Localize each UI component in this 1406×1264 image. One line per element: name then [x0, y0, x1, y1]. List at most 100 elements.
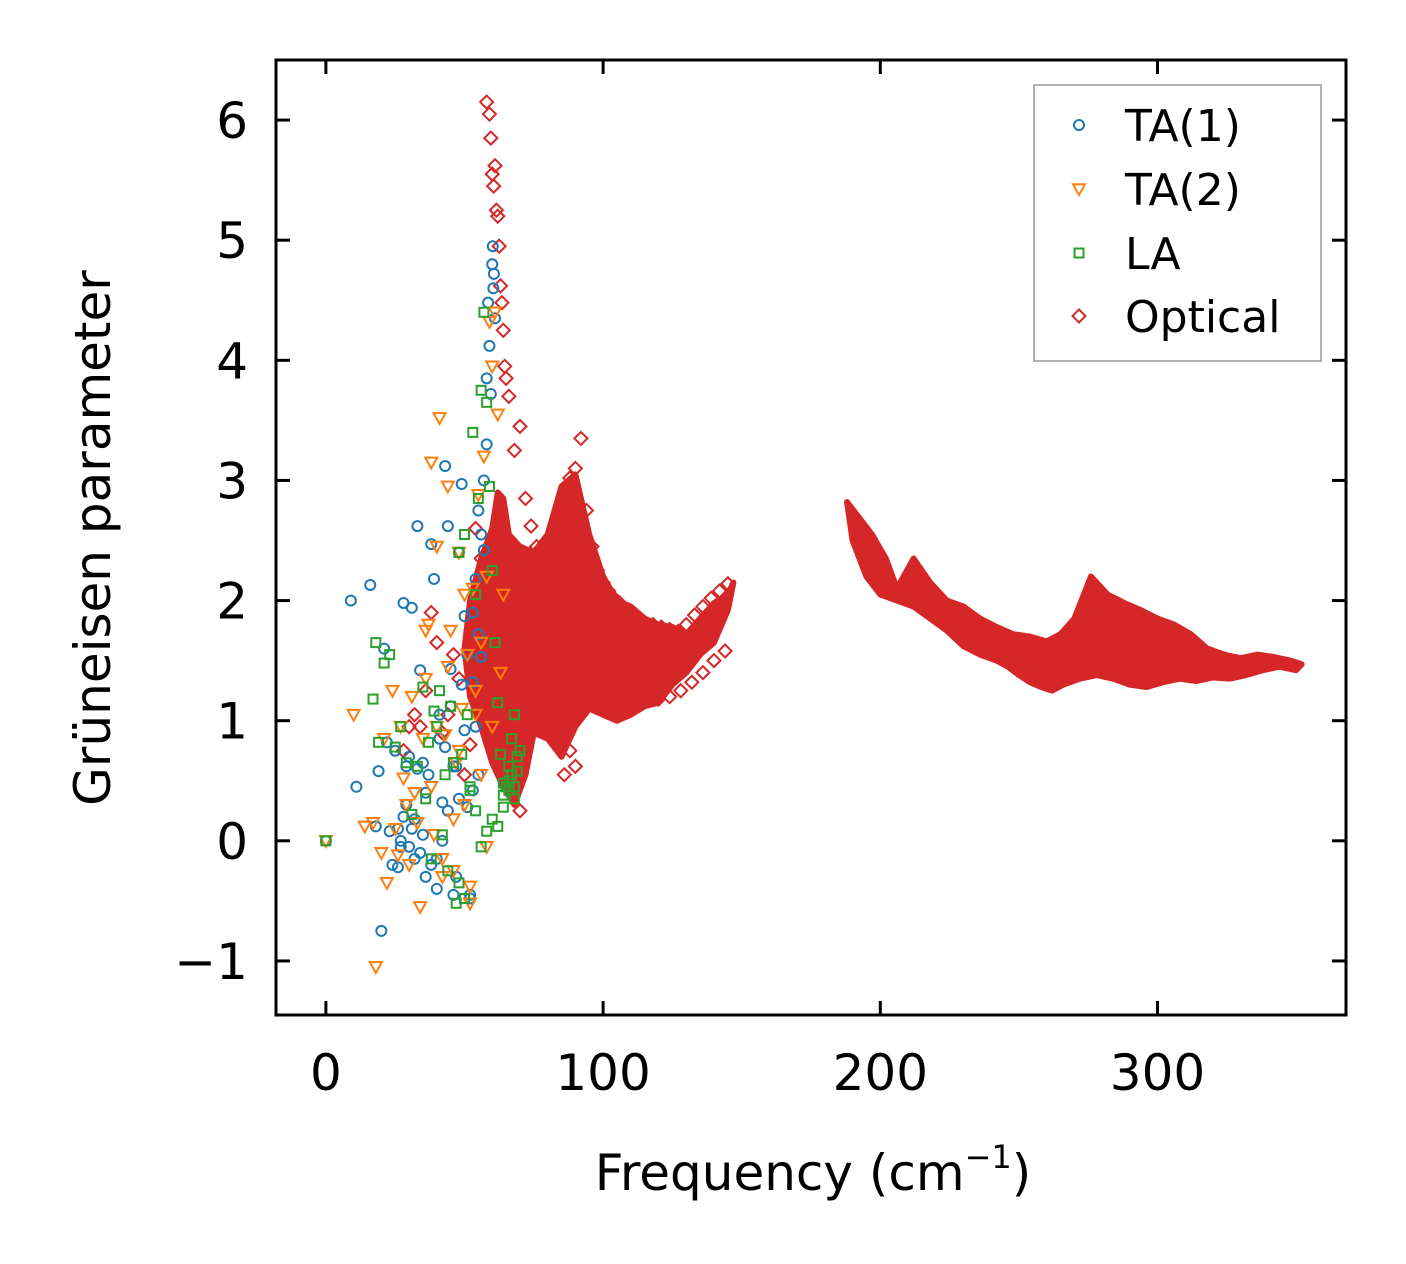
data-point — [567, 758, 584, 775]
data-point — [439, 769, 451, 781]
data-point — [384, 649, 396, 661]
data-point — [425, 538, 438, 551]
data-point — [489, 637, 501, 649]
data-point — [417, 682, 434, 699]
data-point — [453, 547, 465, 559]
data-point — [606, 664, 623, 681]
data-point — [636, 614, 653, 631]
data-point — [477, 474, 490, 487]
data-point — [497, 777, 509, 789]
data-point — [489, 688, 506, 705]
data-point — [437, 729, 453, 744]
data-point — [344, 594, 357, 607]
data-point — [378, 642, 391, 655]
data-point — [404, 690, 420, 705]
legend-box — [1033, 84, 1322, 362]
legend-label: TA(1) — [1124, 101, 1241, 152]
data-point — [703, 590, 720, 607]
data-point — [411, 520, 424, 533]
data-point — [489, 208, 506, 225]
y-tick-label: 6 — [216, 92, 248, 150]
data-point — [401, 859, 417, 873]
data-point — [447, 757, 459, 769]
data-point — [506, 769, 518, 781]
data-point — [456, 798, 473, 813]
data-point — [466, 676, 479, 689]
data-point — [431, 721, 443, 733]
data-point — [447, 888, 460, 901]
data-point — [550, 514, 567, 531]
data-point — [639, 686, 656, 703]
data-point — [422, 768, 435, 781]
data-point — [445, 813, 462, 828]
legend-marker — [1073, 247, 1085, 259]
data-point — [477, 544, 490, 557]
data-point — [670, 623, 686, 640]
x-tick-label: 200 — [833, 1044, 928, 1102]
data-point — [491, 238, 508, 255]
data-point — [573, 706, 589, 723]
legend-label: Optical — [1125, 292, 1280, 343]
data-point — [636, 658, 653, 675]
data-point — [495, 748, 507, 760]
data-point — [483, 339, 496, 352]
legend-marker — [1071, 183, 1087, 198]
data-point — [645, 616, 661, 633]
data-point — [503, 784, 515, 796]
data-point — [495, 588, 512, 603]
data-point — [441, 520, 454, 533]
data-point — [452, 792, 465, 805]
y-tick-label: −1 — [174, 933, 248, 991]
data-point — [550, 724, 567, 741]
data-point — [394, 840, 407, 853]
data-point — [436, 829, 448, 841]
data-point — [475, 841, 487, 853]
data-point — [492, 697, 504, 709]
x-tick-label: 300 — [1110, 1044, 1205, 1102]
data-point — [498, 370, 514, 387]
data-point — [378, 657, 390, 669]
data-point — [375, 924, 388, 937]
data-point — [508, 709, 520, 721]
data-point — [420, 793, 432, 805]
data-point — [464, 784, 476, 796]
data-point — [614, 640, 631, 657]
data-point — [458, 724, 471, 737]
data-point — [436, 796, 449, 809]
data-point — [480, 372, 493, 385]
data-point — [390, 849, 406, 864]
data-point — [458, 892, 470, 904]
data-point — [495, 724, 512, 741]
series-optical — [395, 94, 1305, 819]
data-point — [368, 961, 384, 976]
data-point — [717, 643, 733, 659]
data-point — [436, 834, 449, 847]
data-point — [514, 745, 526, 757]
data-point — [412, 901, 428, 915]
data-point — [528, 538, 545, 555]
data-point — [683, 674, 700, 691]
data-point — [603, 646, 620, 663]
data-point — [470, 805, 482, 817]
data-point — [567, 460, 584, 477]
data-point — [517, 490, 534, 507]
data-point — [373, 736, 385, 748]
data-point — [661, 621, 678, 638]
data-point — [490, 408, 506, 423]
data-point — [453, 877, 465, 889]
data-point — [500, 742, 517, 759]
data-point — [539, 542, 556, 559]
data-point — [473, 550, 490, 567]
data-point — [467, 684, 484, 699]
data-point — [556, 766, 573, 783]
x-axis-title: Frequency (cm−1) — [595, 1138, 1032, 1202]
y-tick-label: 5 — [216, 212, 248, 270]
data-point — [487, 306, 503, 321]
data-point — [434, 853, 451, 867]
data-point — [470, 589, 482, 601]
data-point — [512, 802, 528, 819]
data-point — [459, 648, 475, 663]
data-point — [595, 670, 612, 687]
data-point — [486, 240, 499, 253]
data-point — [472, 492, 484, 504]
